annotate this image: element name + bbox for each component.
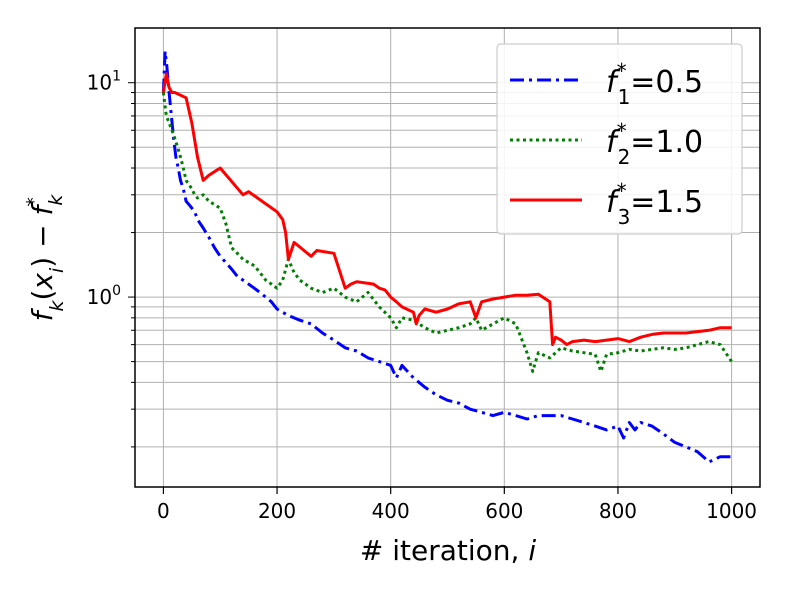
x-axis: 0 200 400 600 800 1000: [157, 487, 757, 523]
x-tick-label: 1000: [706, 499, 757, 523]
x-tick-label: 800: [599, 499, 637, 523]
y-axis-label: fk(xi) − fk*: [23, 194, 68, 322]
legend-label-2: f* 2=1.0: [606, 119, 703, 169]
y-axis: 100 101: [87, 69, 135, 448]
x-axis-label: # iteration, i: [360, 534, 536, 567]
legend-label-1: f* 1=0.5: [606, 59, 703, 109]
series-group: [161, 49, 733, 464]
legend-label-3: f* 3=1.5: [606, 179, 703, 229]
x-tick-label: 400: [372, 499, 410, 523]
series-line-3: [161, 72, 732, 347]
legend: f* 1=0.5 f* 2=1.0 f* 3=1.5: [496, 43, 743, 235]
x-tick-label: 600: [485, 499, 523, 523]
x-tick-label: 200: [258, 499, 296, 523]
series-line-2: [161, 92, 733, 373]
series-line-1: [161, 49, 732, 464]
plot-frame: [134, 27, 761, 488]
legend-frame: [496, 43, 743, 235]
x-tick-label: 0: [157, 499, 170, 523]
y-tick-label: 101: [87, 69, 121, 95]
y-tick-label: 100: [87, 283, 121, 309]
